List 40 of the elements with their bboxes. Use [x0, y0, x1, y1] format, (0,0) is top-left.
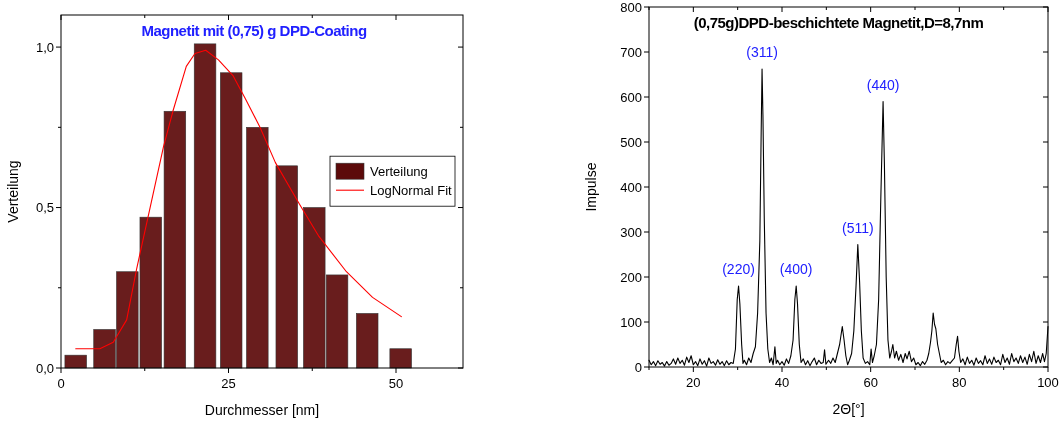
annotation: (440)	[866, 76, 900, 93]
y-axis-title: Verteilung	[5, 160, 21, 223]
x-tick-label: 40	[774, 375, 790, 390]
text: Magnetit mit (0,75) g DPD-Coating	[141, 22, 367, 39]
x-tick-label: 60	[863, 375, 878, 390]
bar	[356, 313, 379, 369]
x-tick-label: 50	[388, 376, 404, 391]
bar	[389, 348, 412, 369]
y-tick-label: 300	[620, 224, 642, 240]
annotation: (311)	[746, 44, 778, 61]
y-tick-label: 1,0	[35, 39, 54, 55]
y-tick-label: 700	[620, 44, 642, 60]
y-axis-title: Impulse	[583, 162, 599, 212]
legend-label: LogNormal Fit	[370, 183, 453, 199]
annotation: (511)	[841, 219, 874, 236]
annotation: (400)	[779, 261, 813, 277]
y-tick-label: 0,0	[35, 360, 54, 376]
y-tick-label: 800	[620, 0, 642, 15]
annotation: (220)	[722, 261, 755, 277]
y-tick-label: 600	[620, 89, 642, 105]
x-axis-title: 2Θ[°]	[832, 401, 865, 417]
x-tick-label: 80	[952, 375, 967, 390]
x-tick-label: 100	[1037, 375, 1059, 390]
y-tick-label: 400	[620, 179, 642, 195]
bar	[220, 72, 243, 369]
y-tick-label: 100	[620, 314, 642, 330]
legend-label: Verteilung	[370, 164, 428, 180]
y-tick-label: 500	[620, 134, 642, 150]
bar	[275, 165, 298, 369]
x-tick-label: 20	[686, 375, 701, 390]
bar	[64, 354, 87, 369]
x-axis-title: Durchmesser [nm]	[204, 402, 320, 418]
bar	[193, 43, 217, 369]
x-tick-label: 0	[57, 376, 65, 391]
x-tick-label: 25	[221, 376, 236, 391]
bar	[246, 127, 269, 369]
y-tick-label: 0,5	[35, 200, 54, 216]
y-tick-label: 0	[634, 359, 642, 375]
text: (0,75g)DPD-beschichtete Magnetit,D=8,7nm	[693, 14, 984, 31]
y-tick-label: 200	[620, 269, 642, 285]
